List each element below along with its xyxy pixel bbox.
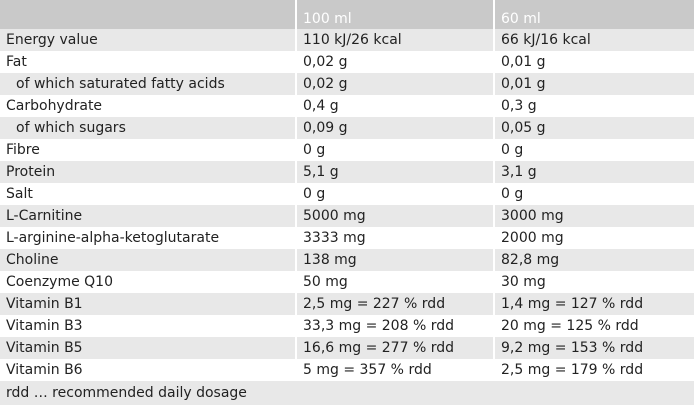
- value-cell: 0,01 g: [493, 73, 694, 95]
- table-row: of which saturated fatty acids 0,02 g 0,01…: [0, 73, 694, 95]
- header-row: 100 ml 60 ml: [0, 0, 694, 29]
- value-cell: 0 g: [295, 139, 494, 161]
- table-row: Energy value 110 kJ/26 kcal 66 kJ/16 kcal: [0, 29, 694, 51]
- value-cell: 0,05 g: [493, 117, 694, 139]
- value-cell: 3,1 g: [493, 161, 694, 183]
- value-cell: 16,6 mg = 277 % rdd: [295, 337, 494, 359]
- value-cell: 0,01 g: [493, 51, 694, 73]
- value-cell: 66 kJ/16 kcal: [493, 29, 694, 51]
- row-label: Vitamin B5: [0, 337, 296, 359]
- value-cell: 0,09 g: [295, 117, 494, 139]
- footnote: rdd … recommended daily dosage: [0, 381, 694, 405]
- table-row: Vitamin B3 33,3 mg = 208 % rdd 20 mg = 125…: [0, 315, 694, 337]
- value-cell: 1,4 mg = 127 % rdd: [493, 293, 694, 315]
- header-empty: [0, 0, 296, 29]
- row-label: Fibre: [6, 142, 40, 158]
- row-label: Vitamin B6: [6, 362, 83, 378]
- table-row: Vitamin B5 16,6 mg = 277 % rdd 9,2 mg = 15…: [0, 337, 694, 359]
- table-row: L-arginine-alpha-ketoglutarate 3333 mg 200…: [0, 227, 694, 249]
- row-label: of which saturated fatty acids: [0, 73, 296, 95]
- value-cell: 0 g: [295, 183, 494, 205]
- row-label: L-arginine-alpha-ketoglutarate: [6, 230, 220, 246]
- row-label: Vitamin B1: [0, 293, 296, 315]
- header-cell: 60 ml: [493, 0, 694, 29]
- value-cell: 0,02 g: [295, 51, 494, 73]
- row-label: Salt: [6, 186, 33, 202]
- value-cell: 2000 mg: [493, 227, 694, 249]
- value-cell: 0,4 g: [295, 95, 494, 117]
- table-row: Protein 5,1 g 3,1 g: [0, 161, 694, 183]
- value-cell: 20 mg = 125 % rdd: [493, 315, 694, 337]
- table-row: Choline 138 mg 82,8 mg: [0, 249, 694, 271]
- value-cell: 50 mg: [295, 271, 494, 293]
- value-cell: 0 g: [493, 183, 694, 205]
- value-cell: 110 kJ/26 kcal: [295, 29, 494, 51]
- row-label: of which sugars: [0, 117, 296, 139]
- value-cell: 0,3 g: [493, 95, 694, 117]
- value-cell: 33,3 mg = 208 % rdd: [295, 315, 494, 337]
- value-cell: 0,02 g: [295, 73, 494, 95]
- value-cell: 3333 mg: [295, 227, 494, 249]
- row-label: Choline: [0, 249, 296, 271]
- value-cell: 5000 mg: [295, 205, 494, 227]
- table-row: Vitamin B1 2,5 mg = 227 % rdd 1,4 mg = 127…: [0, 293, 694, 315]
- table-row: of which sugars 0,09 g 0,05 g: [0, 117, 694, 139]
- value-cell: 2,5 mg = 179 % rdd: [493, 359, 694, 381]
- table-row: Coenzyme Q10 50 mg 30 mg: [0, 271, 694, 293]
- value-cell: 2,5 mg = 227 % rdd: [295, 293, 494, 315]
- value-cell: 30 mg: [493, 271, 694, 293]
- value-cell: 5 mg = 357 % rdd: [295, 359, 494, 381]
- value-cell: 0 g: [493, 139, 694, 161]
- row-label: Fat: [6, 54, 27, 70]
- header-cell: 100 ml: [295, 0, 494, 29]
- value-cell: 5,1 g: [295, 161, 494, 183]
- table-row: Carbohydrate 0,4 g 0,3 g: [0, 95, 694, 117]
- table-row: L-Carnitine 5000 mg 3000 mg: [0, 205, 694, 227]
- row-label: Protein: [0, 161, 296, 183]
- row-label: Vitamin B3: [6, 318, 83, 334]
- footnote-row: rdd … recommended daily dosage: [0, 381, 694, 405]
- row-label: L-Carnitine: [0, 205, 296, 227]
- value-cell: 9,2 mg = 153 % rdd: [493, 337, 694, 359]
- row-label: Energy value: [0, 29, 296, 51]
- value-cell: 138 mg: [295, 249, 494, 271]
- value-cell: 82,8 mg: [493, 249, 694, 271]
- row-label: Coenzyme Q10: [6, 274, 113, 290]
- value-cell: 3000 mg: [493, 205, 694, 227]
- table-row: Fat 0,02 g 0,01 g: [0, 51, 694, 73]
- table-row: Vitamin B6 5 mg = 357 % rdd 2,5 mg = 179 %…: [0, 359, 694, 381]
- row-label: Carbohydrate: [6, 98, 103, 114]
